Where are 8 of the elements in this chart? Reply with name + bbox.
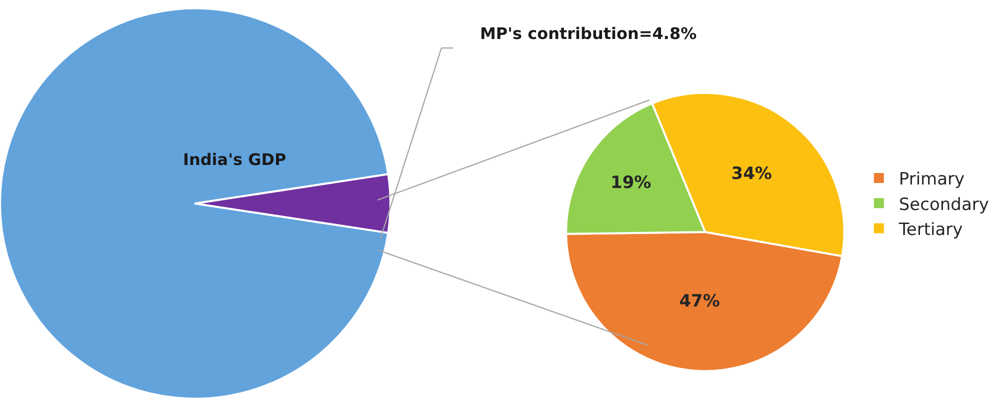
- data-label: 34%: [731, 164, 772, 184]
- legend-label: Tertiary: [898, 220, 963, 240]
- legend-label: Secondary: [898, 194, 989, 215]
- text: MP's contribution=4.8%: [480, 24, 697, 43]
- data-label: 47%: [679, 291, 720, 312]
- data-label: 19%: [610, 172, 652, 193]
- slice-label: India's GDP: [183, 150, 286, 169]
- legend-label: Primary: [898, 170, 965, 190]
